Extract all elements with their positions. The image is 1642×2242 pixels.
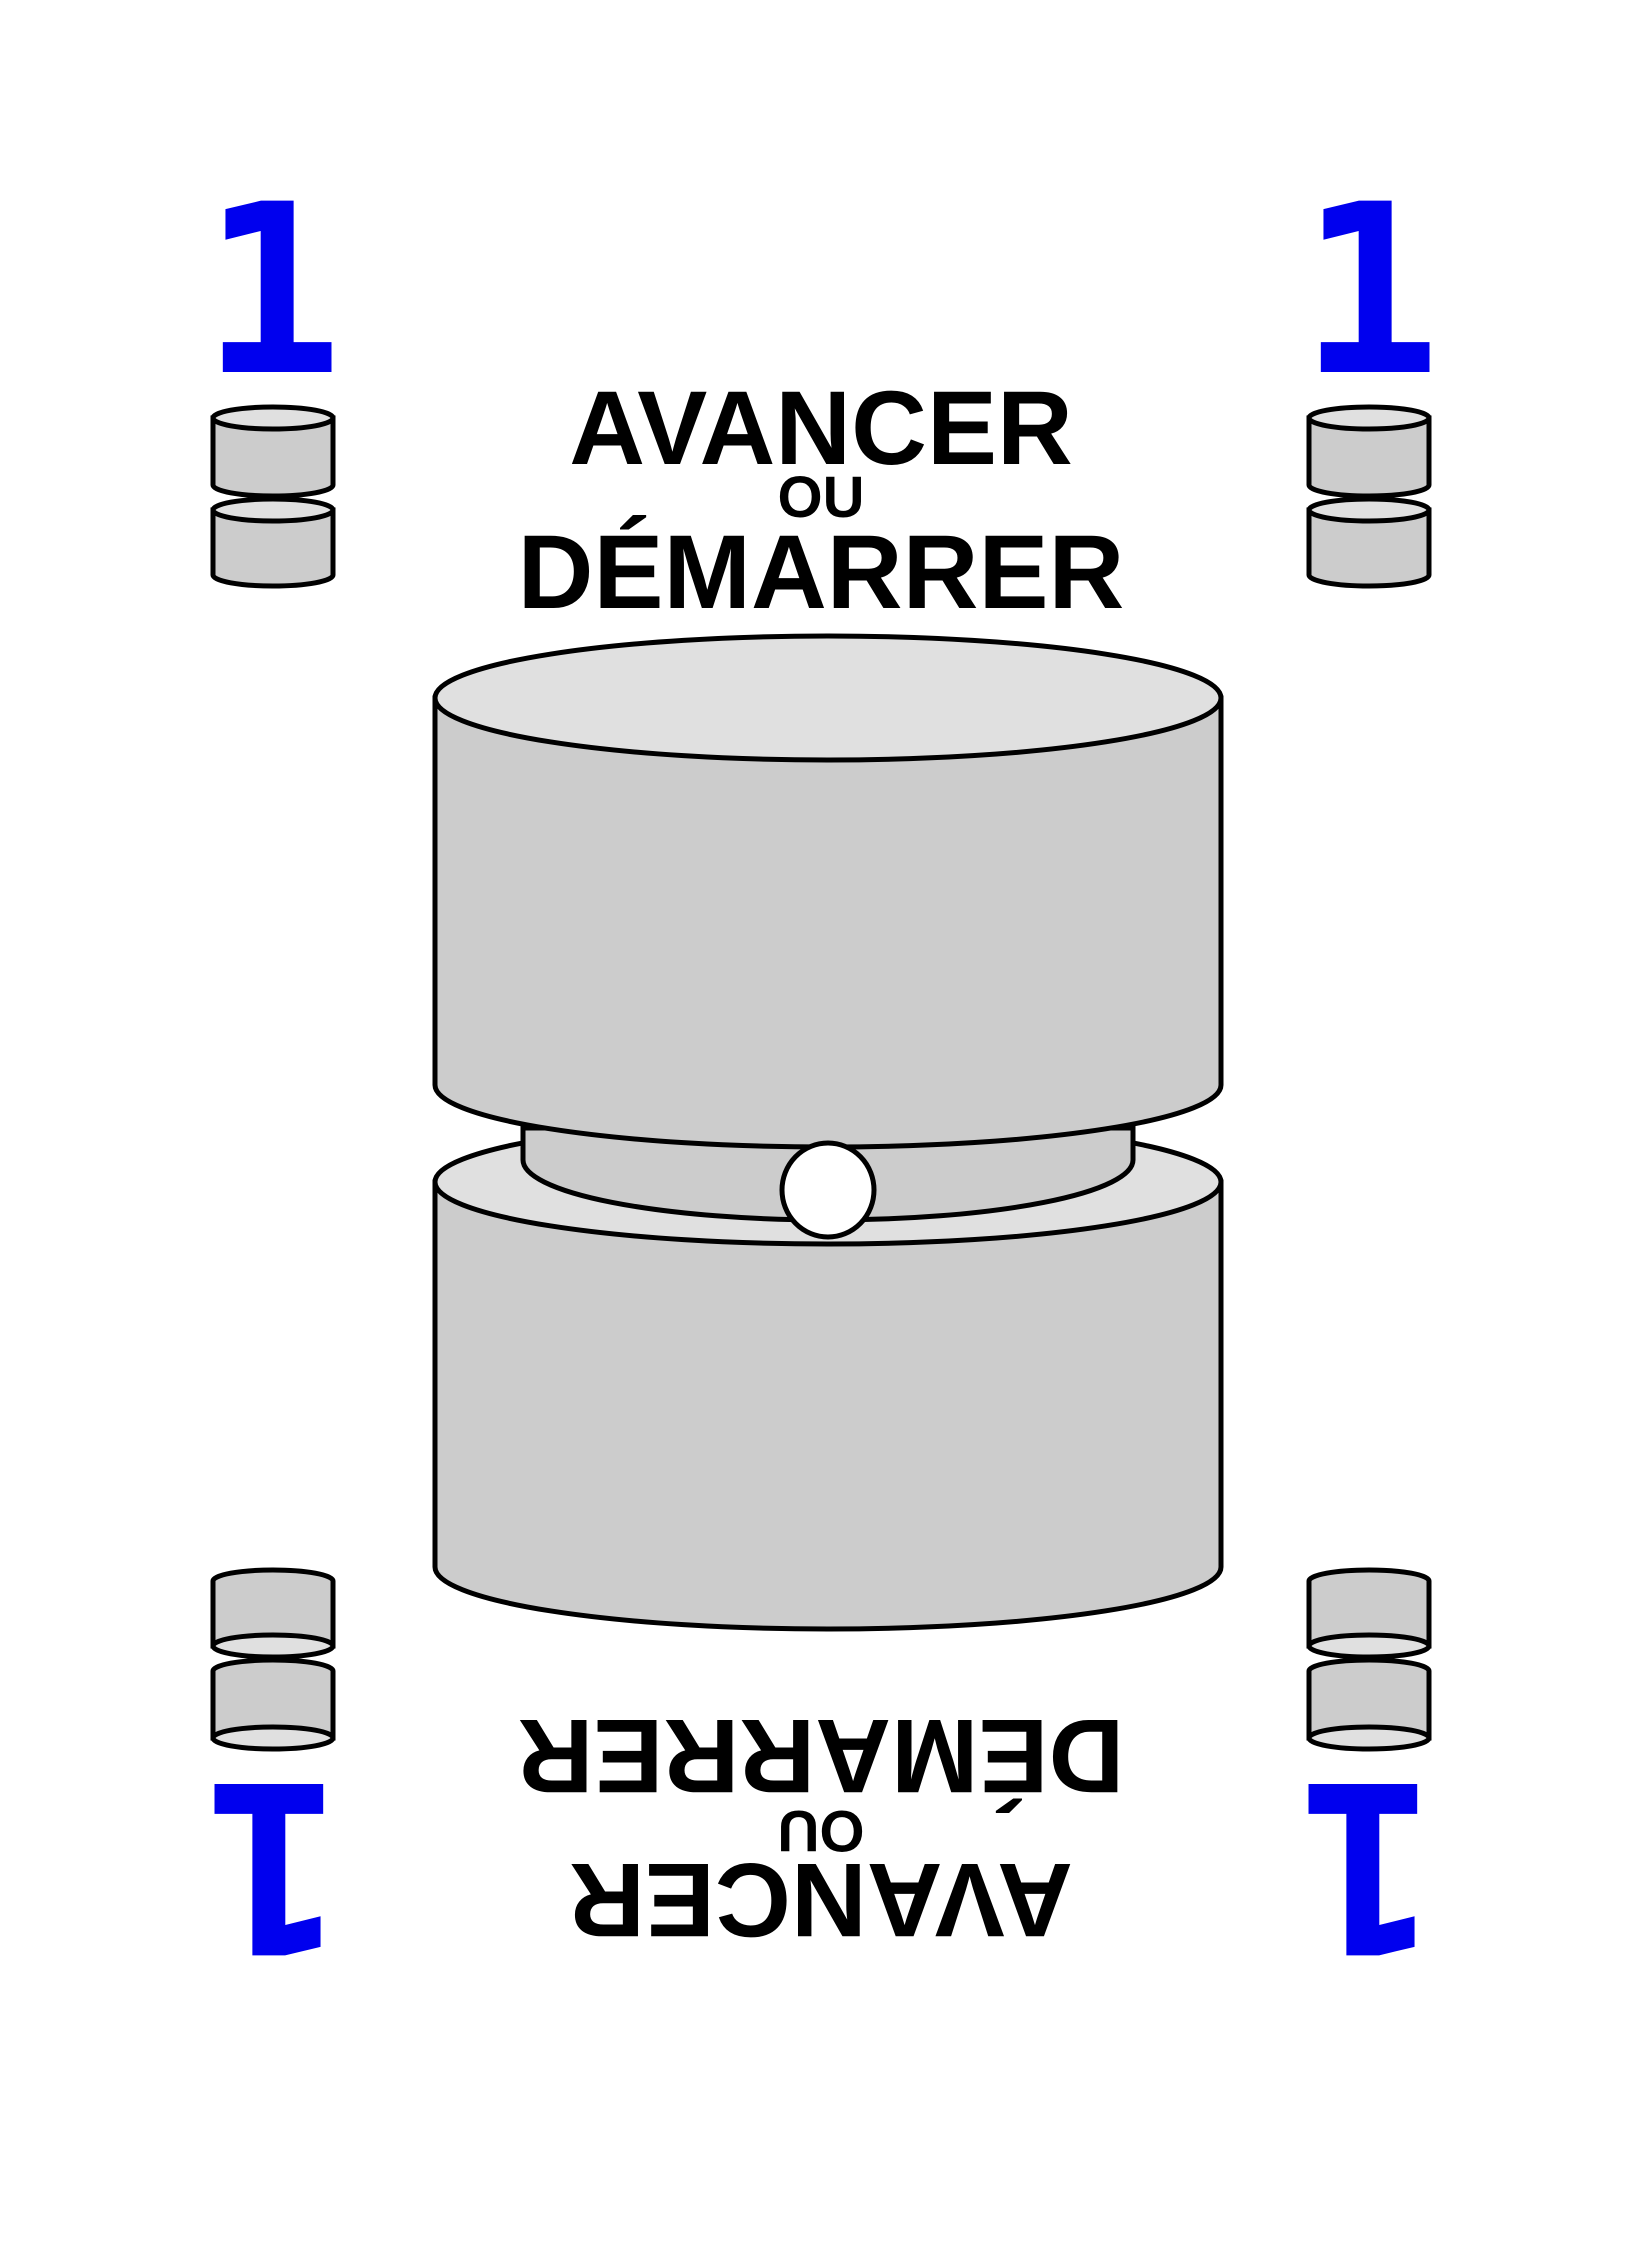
stacked-disc-icon: [210, 1567, 336, 1752]
title-line2-bottom: DÉMARRER: [518, 1697, 1125, 1814]
title-line1-bottom: AVANCER: [569, 1841, 1073, 1958]
stacked-disc-icon: [1306, 404, 1432, 589]
stacked-cylinder-icon: [432, 633, 1224, 1632]
stacked-disc-icon: [1306, 1567, 1432, 1752]
title-top: AVANCER OU DÉMARRER: [518, 370, 1125, 631]
corner-top-left: 1: [201, 155, 343, 589]
title-connector-top: OU: [778, 465, 865, 530]
corner-bottom-left: 1: [203, 1567, 345, 2001]
title-line2-top: DÉMARRER: [518, 514, 1125, 631]
title-line1-top: AVANCER: [569, 370, 1073, 487]
peg-icon: [779, 1140, 877, 1240]
corner-value-bottom-left: 1: [203, 1728, 344, 2001]
corner-top-right: 1: [1299, 155, 1441, 589]
title-connector-bottom: OU: [778, 1798, 865, 1863]
corner-value-top-right: 1: [1299, 155, 1440, 428]
top-cylinder: [432, 633, 1224, 1150]
title-bottom: AVANCER OU DÉMARRER: [518, 1697, 1125, 1958]
corner-value-bottom-right: 1: [1297, 1728, 1438, 2001]
stacked-disc-icon: [210, 404, 336, 589]
corner-value-top-left: 1: [201, 155, 342, 428]
corner-bottom-right: 1: [1297, 1567, 1439, 2001]
